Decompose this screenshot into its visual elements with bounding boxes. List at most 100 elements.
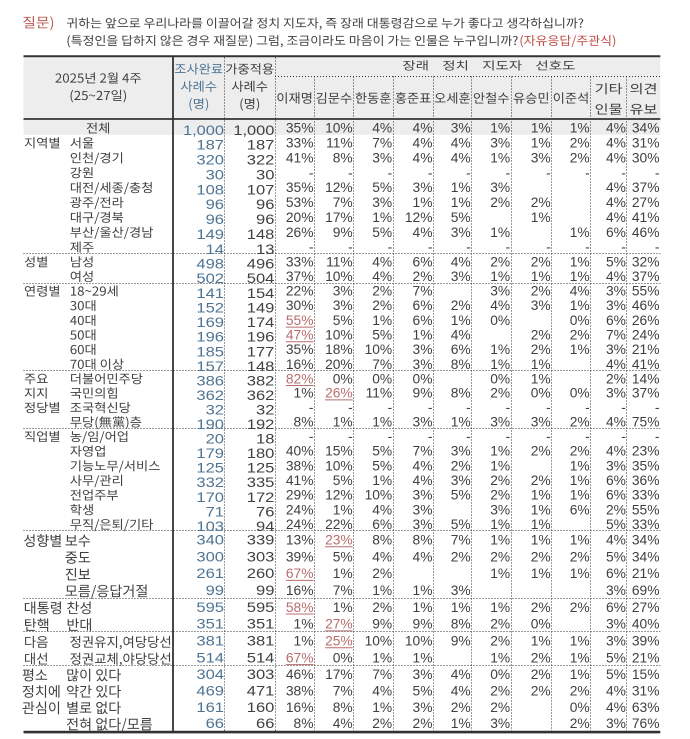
svg-text:26%: 26% — [325, 386, 353, 401]
svg-text:-: - — [621, 165, 626, 180]
svg-text:1%: 1% — [372, 473, 392, 488]
svg-text:-: - — [546, 400, 551, 415]
svg-text:96: 96 — [256, 196, 275, 212]
svg-text:386: 386 — [196, 373, 224, 389]
svg-text:2%: 2% — [490, 683, 510, 698]
svg-text:4%: 4% — [372, 683, 392, 698]
svg-text:471: 471 — [247, 682, 275, 698]
svg-text:38%: 38% — [286, 683, 314, 698]
svg-text:5%: 5% — [413, 683, 433, 698]
svg-text:1%: 1% — [490, 342, 510, 357]
svg-text:-: - — [585, 240, 590, 255]
svg-text:-: - — [309, 165, 314, 180]
svg-text:1%: 1% — [570, 342, 590, 357]
svg-text:1%: 1% — [570, 634, 590, 649]
svg-text:33%: 33% — [286, 254, 314, 269]
svg-text:16%: 16% — [286, 583, 314, 598]
svg-text:35%: 35% — [286, 121, 314, 136]
svg-text:8%: 8% — [294, 415, 314, 430]
svg-text:3%: 3% — [606, 716, 626, 731]
svg-text:67%: 67% — [286, 650, 314, 665]
svg-text:4%: 4% — [451, 328, 471, 343]
svg-text:-: - — [655, 400, 660, 415]
svg-text:4%: 4% — [333, 716, 353, 731]
svg-text:-: - — [621, 240, 626, 255]
svg-text:2%: 2% — [531, 328, 551, 343]
svg-text:2%: 2% — [606, 371, 626, 386]
svg-text:34%: 34% — [632, 533, 660, 548]
svg-text:55%: 55% — [632, 284, 660, 299]
svg-text:1%: 1% — [294, 634, 314, 649]
svg-text:0%: 0% — [570, 386, 590, 401]
svg-text:1%: 1% — [372, 583, 392, 598]
svg-text:303: 303 — [247, 666, 275, 682]
svg-text:-: - — [466, 240, 471, 255]
svg-text:-: - — [309, 429, 314, 444]
svg-text:504: 504 — [247, 270, 275, 286]
svg-text:2%: 2% — [451, 298, 471, 313]
svg-text:351: 351 — [247, 616, 275, 632]
svg-text:4%: 4% — [606, 415, 626, 430]
svg-text:20%: 20% — [286, 210, 314, 225]
svg-text:55%: 55% — [286, 313, 314, 328]
svg-text:1%: 1% — [531, 488, 551, 503]
svg-text:187: 187 — [196, 137, 224, 153]
svg-text:39%: 39% — [286, 549, 314, 564]
svg-text:37%: 37% — [632, 386, 660, 401]
svg-text:9%: 9% — [372, 617, 392, 632]
svg-text:4%: 4% — [413, 136, 433, 151]
svg-text:2%: 2% — [372, 600, 392, 615]
svg-text:335: 335 — [247, 474, 275, 490]
svg-text:3%: 3% — [606, 617, 626, 632]
svg-text:4%: 4% — [372, 254, 392, 269]
svg-text:3%: 3% — [413, 517, 433, 532]
svg-text:34%: 34% — [632, 549, 660, 564]
svg-text:2%: 2% — [372, 566, 392, 581]
svg-text:23%: 23% — [325, 533, 353, 548]
svg-text:103: 103 — [196, 518, 224, 534]
svg-text:1%: 1% — [451, 415, 471, 430]
svg-text:5%: 5% — [333, 549, 353, 564]
svg-text:2%: 2% — [531, 600, 551, 615]
svg-text:125: 125 — [247, 460, 275, 476]
svg-text:170: 170 — [196, 489, 224, 505]
svg-text:6%: 6% — [606, 313, 626, 328]
svg-text:35%: 35% — [286, 342, 314, 357]
svg-text:1%: 1% — [531, 517, 551, 532]
svg-text:351: 351 — [196, 616, 224, 632]
svg-text:4%: 4% — [372, 502, 392, 517]
svg-text:-: - — [506, 400, 511, 415]
svg-text:1%: 1% — [490, 357, 510, 372]
svg-text:8%: 8% — [333, 700, 353, 715]
svg-text:148: 148 — [247, 358, 275, 374]
svg-text:2%: 2% — [490, 700, 510, 715]
svg-text:37%: 37% — [632, 180, 660, 195]
svg-text:381: 381 — [247, 633, 275, 649]
svg-text:2%: 2% — [531, 667, 551, 682]
svg-text:75%: 75% — [632, 415, 660, 430]
svg-text:16%: 16% — [286, 700, 314, 715]
svg-text:169: 169 — [196, 314, 224, 330]
svg-text:-: - — [388, 165, 393, 180]
svg-text:16%: 16% — [286, 357, 314, 372]
svg-text:10%: 10% — [365, 634, 393, 649]
svg-text:469: 469 — [196, 682, 224, 698]
svg-text:3%: 3% — [451, 225, 471, 240]
svg-text:3%: 3% — [372, 150, 392, 165]
svg-text:27%: 27% — [325, 617, 353, 632]
svg-text:14: 14 — [206, 241, 225, 257]
svg-text:141: 141 — [196, 285, 224, 301]
svg-text:13: 13 — [256, 241, 275, 257]
svg-text:8%: 8% — [451, 357, 471, 372]
svg-text:3%: 3% — [606, 284, 626, 299]
svg-text:362: 362 — [196, 387, 224, 403]
svg-text:1%: 1% — [570, 458, 590, 473]
svg-text:66: 66 — [256, 715, 275, 731]
svg-text:0%: 0% — [531, 386, 551, 401]
svg-text:154: 154 — [247, 285, 275, 301]
svg-text:12%: 12% — [325, 488, 353, 503]
svg-text:1%: 1% — [531, 136, 551, 151]
svg-text:21%: 21% — [632, 650, 660, 665]
svg-text:3%: 3% — [413, 342, 433, 357]
svg-text:1,000: 1,000 — [233, 122, 274, 138]
